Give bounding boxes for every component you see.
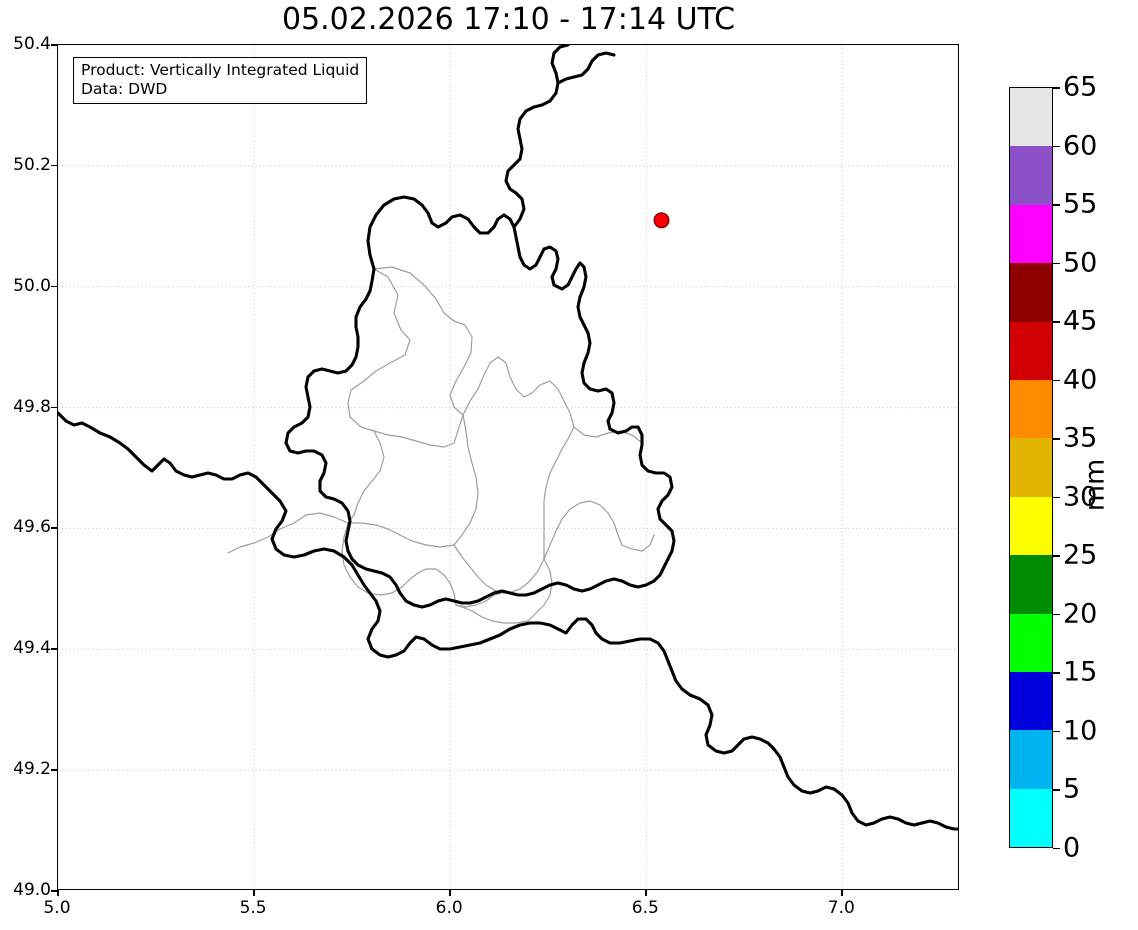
ytick-mark [51,44,57,46]
ytick-mark [51,769,57,771]
colorbar-tick-label: 50 [1063,247,1098,278]
colorbar-tick-mark [1053,730,1060,732]
colorbar[interactable] [1009,87,1053,848]
ytick-label: 49.8 [13,396,51,417]
ytick-label: 50.0 [13,275,51,296]
xtick-mark [253,890,255,896]
data-source-line: Data: DWD [81,79,168,98]
colorbar-tick-label: 45 [1063,305,1098,337]
colorbar-band-20-25 [1010,555,1052,614]
colorbar-tick-mark [1053,555,1060,557]
colorbar-tick-label: 5 [1063,773,1081,805]
map-plot-area[interactable]: Product: Vertically Integrated Liquid Da… [57,44,959,890]
colorbar-band-45-50 [1010,263,1052,322]
xtick-mark [841,890,843,896]
colorbar-band-30-35 [1010,438,1052,497]
colorbar-tick-label: 60 [1063,130,1098,161]
colorbar-band-0-5 [1010,788,1052,848]
map-svg [58,45,958,889]
colorbar-band-35-40 [1010,379,1052,439]
xtick-mark [645,890,647,896]
colorbar-band-55-60 [1010,146,1052,205]
colorbar-tick-mark [1053,789,1060,791]
colorbar-tick-mark [1053,379,1060,381]
ytick-mark [51,164,57,167]
colorbar-band-10-15 [1010,671,1052,731]
colorbar-ticks: 65 60 55 50 45 40 35 30 25 20 15 10 5 0 [1053,0,1138,930]
xtick-mark [57,890,59,896]
ytick-label: 50.4 [13,34,51,54]
colorbar-tick-mark [1053,847,1060,849]
colorbar-tick-mark [1053,145,1060,147]
colorbar-tick-label: 55 [1063,188,1098,220]
colorbar-tick-mark [1053,262,1060,264]
xtick-label: 7.0 [827,898,855,918]
colorbar-band-5-10 [1010,730,1052,789]
colorbar-tick-mark [1053,496,1060,498]
ytick-mark [51,648,57,650]
xtick-label: 6.0 [435,898,463,918]
product-info-box: Product: Vertically Integrated Liquid Da… [73,57,368,104]
ytick-label: 50.2 [13,154,51,175]
ytick-label: 49.6 [13,517,51,538]
colorbar-tick-mark [1053,204,1060,206]
colorbar-tick-label: 20 [1063,598,1098,629]
xtick-mark [449,890,451,896]
ytick-label: 49.4 [13,638,51,659]
figure-title: 05.02.2026 17:10 - 17:14 UTC [281,2,736,37]
colorbar-tick-label: 15 [1063,656,1098,688]
xtick-label: 6.5 [631,898,659,918]
colorbar-tick-label: 10 [1063,715,1098,746]
ytick-label: 49.2 [13,759,51,780]
colorbar-band-40-45 [1010,321,1052,380]
event-marker[interactable] [653,212,670,229]
ytick-mark [51,406,57,409]
xtick-label: 5.5 [239,898,267,918]
colorbar-band-25-30 [1010,496,1052,556]
luxembourg-canton-borders [227,266,655,624]
colorbar-band-50-55 [1010,204,1052,264]
colorbar-tick-label: 0 [1063,832,1081,863]
national-borders [58,45,958,831]
colorbar-band-15-20 [1010,613,1052,672]
colorbar-tick-mark [1053,321,1060,323]
colorbar-tick-mark [1053,613,1060,615]
x-axis: 5.0 5.5 6.0 6.5 7.0 [0,898,1138,928]
colorbar-tick-mark [1053,438,1060,440]
xtick-label: 5.0 [43,898,71,918]
colorbar-unit-label: mm [1079,458,1111,512]
colorbar-tick-label: 40 [1063,364,1098,395]
ytick-mark [51,890,57,892]
colorbar-tick-label: 30 [1063,481,1098,512]
colorbar-band-60-65 [1010,88,1052,147]
product-line: Product: Vertically Integrated Liquid [81,61,360,79]
colorbar-tick-label: 35 [1063,422,1098,454]
colorbar-tick-label: 65 [1063,71,1098,103]
y-axis: 50.4 50.2 50.0 49.8 49.6 49.4 49.2 49.0 [0,0,57,930]
ytick-mark [51,285,57,288]
colorbar-tick-mark [1053,87,1060,89]
colorbar-tick-label: 25 [1063,539,1098,571]
ytick-mark [51,527,57,529]
ytick-label: 49.0 [13,880,51,900]
colorbar-tick-mark [1053,672,1060,674]
